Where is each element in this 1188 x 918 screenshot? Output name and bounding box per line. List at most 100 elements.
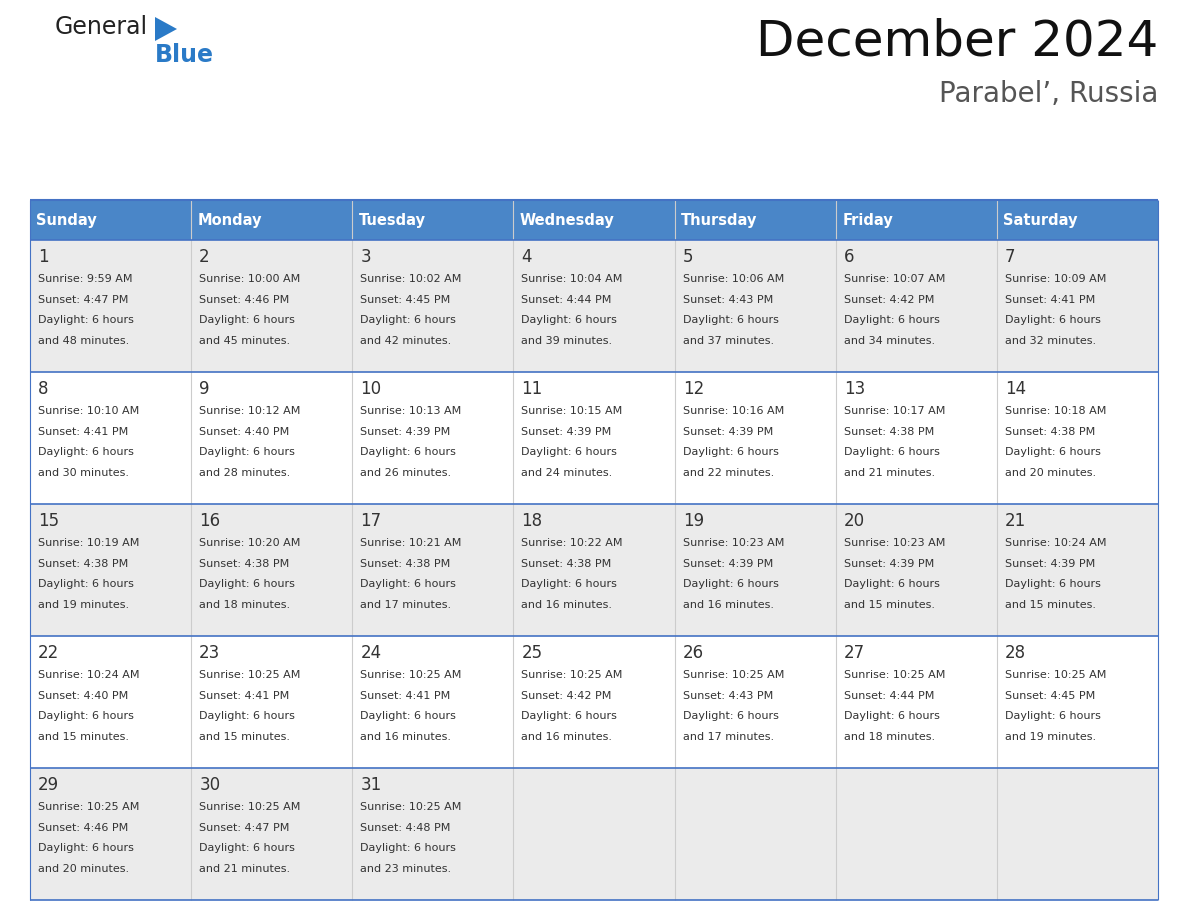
Bar xyxy=(513,636,675,768)
Text: 23: 23 xyxy=(200,644,221,662)
Text: Sunrise: 10:23 AM: Sunrise: 10:23 AM xyxy=(843,538,946,548)
Text: Sunset: 4:42 PM: Sunset: 4:42 PM xyxy=(843,295,934,305)
Text: 22: 22 xyxy=(38,644,59,662)
Text: Daylight: 6 hours: Daylight: 6 hours xyxy=(843,711,940,722)
Text: Daylight: 6 hours: Daylight: 6 hours xyxy=(360,711,456,722)
Text: and 48 minutes.: and 48 minutes. xyxy=(38,336,129,346)
Text: Daylight: 6 hours: Daylight: 6 hours xyxy=(200,711,295,722)
Text: 28: 28 xyxy=(1005,644,1026,662)
Bar xyxy=(675,240,835,372)
Text: Blue: Blue xyxy=(154,43,214,67)
Text: Thursday: Thursday xyxy=(681,212,758,228)
Text: 29: 29 xyxy=(38,776,59,794)
Text: 17: 17 xyxy=(360,512,381,530)
Text: and 16 minutes.: and 16 minutes. xyxy=(522,599,613,610)
Text: and 39 minutes.: and 39 minutes. xyxy=(522,336,613,346)
Text: 9: 9 xyxy=(200,380,210,397)
Text: Daylight: 6 hours: Daylight: 6 hours xyxy=(1005,711,1101,722)
Text: Sunday: Sunday xyxy=(37,212,97,228)
Text: Sunset: 4:41 PM: Sunset: 4:41 PM xyxy=(1005,295,1095,305)
Text: Sunrise: 10:06 AM: Sunrise: 10:06 AM xyxy=(683,274,784,285)
Text: Sunrise: 10:25 AM: Sunrise: 10:25 AM xyxy=(522,670,623,680)
Text: Sunset: 4:39 PM: Sunset: 4:39 PM xyxy=(683,427,773,437)
Text: Daylight: 6 hours: Daylight: 6 hours xyxy=(683,315,778,325)
Text: 18: 18 xyxy=(522,512,543,530)
Text: and 18 minutes.: and 18 minutes. xyxy=(843,732,935,742)
Bar xyxy=(997,372,1158,504)
Bar xyxy=(997,504,1158,636)
Text: 25: 25 xyxy=(522,644,543,662)
Text: Sunset: 4:40 PM: Sunset: 4:40 PM xyxy=(38,690,128,700)
Text: Daylight: 6 hours: Daylight: 6 hours xyxy=(683,711,778,722)
Bar xyxy=(30,200,191,240)
Text: Sunrise: 10:25 AM: Sunrise: 10:25 AM xyxy=(1005,670,1106,680)
Text: 8: 8 xyxy=(38,380,49,397)
Text: and 15 minutes.: and 15 minutes. xyxy=(843,599,935,610)
Text: Daylight: 6 hours: Daylight: 6 hours xyxy=(1005,447,1101,457)
Text: and 22 minutes.: and 22 minutes. xyxy=(683,467,773,477)
Text: Daylight: 6 hours: Daylight: 6 hours xyxy=(360,844,456,853)
Text: Daylight: 6 hours: Daylight: 6 hours xyxy=(522,579,618,589)
Text: and 21 minutes.: and 21 minutes. xyxy=(200,864,290,874)
Text: Sunset: 4:39 PM: Sunset: 4:39 PM xyxy=(683,559,773,569)
Text: Parabel’, Russia: Parabel’, Russia xyxy=(939,80,1158,108)
Text: Sunrise: 10:00 AM: Sunrise: 10:00 AM xyxy=(200,274,301,285)
Text: Sunset: 4:41 PM: Sunset: 4:41 PM xyxy=(38,427,128,437)
Text: 5: 5 xyxy=(683,248,693,266)
Bar xyxy=(353,240,513,372)
Text: Wednesday: Wednesday xyxy=(520,212,614,228)
Text: 21: 21 xyxy=(1005,512,1026,530)
Text: and 15 minutes.: and 15 minutes. xyxy=(1005,599,1095,610)
Bar xyxy=(30,240,191,372)
Text: Sunset: 4:45 PM: Sunset: 4:45 PM xyxy=(360,295,450,305)
Text: Sunrise: 10:23 AM: Sunrise: 10:23 AM xyxy=(683,538,784,548)
Text: and 23 minutes.: and 23 minutes. xyxy=(360,864,451,874)
Text: December 2024: December 2024 xyxy=(756,18,1158,66)
Bar xyxy=(30,768,191,900)
Text: Sunrise: 10:20 AM: Sunrise: 10:20 AM xyxy=(200,538,301,548)
Text: 24: 24 xyxy=(360,644,381,662)
Text: Daylight: 6 hours: Daylight: 6 hours xyxy=(843,579,940,589)
Text: Sunset: 4:44 PM: Sunset: 4:44 PM xyxy=(843,690,934,700)
Text: Daylight: 6 hours: Daylight: 6 hours xyxy=(522,447,618,457)
Text: Sunrise: 9:59 AM: Sunrise: 9:59 AM xyxy=(38,274,133,285)
Text: Sunrise: 10:16 AM: Sunrise: 10:16 AM xyxy=(683,407,784,417)
Text: Friday: Friday xyxy=(842,212,893,228)
Bar xyxy=(835,200,997,240)
Bar xyxy=(353,200,513,240)
Text: 2: 2 xyxy=(200,248,210,266)
Text: Sunset: 4:38 PM: Sunset: 4:38 PM xyxy=(522,559,612,569)
Text: Sunrise: 10:25 AM: Sunrise: 10:25 AM xyxy=(200,802,301,812)
Bar xyxy=(675,636,835,768)
Text: Sunset: 4:39 PM: Sunset: 4:39 PM xyxy=(843,559,934,569)
Text: Daylight: 6 hours: Daylight: 6 hours xyxy=(843,315,940,325)
Bar xyxy=(30,372,191,504)
Text: 10: 10 xyxy=(360,380,381,397)
Bar xyxy=(997,200,1158,240)
Text: 11: 11 xyxy=(522,380,543,397)
Text: 13: 13 xyxy=(843,380,865,397)
Text: Daylight: 6 hours: Daylight: 6 hours xyxy=(1005,579,1101,589)
Text: Daylight: 6 hours: Daylight: 6 hours xyxy=(200,315,295,325)
Text: 1: 1 xyxy=(38,248,49,266)
Text: Sunset: 4:43 PM: Sunset: 4:43 PM xyxy=(683,690,773,700)
Text: and 32 minutes.: and 32 minutes. xyxy=(1005,336,1097,346)
Bar xyxy=(835,504,997,636)
Bar xyxy=(675,372,835,504)
Text: 26: 26 xyxy=(683,644,703,662)
Text: and 34 minutes.: and 34 minutes. xyxy=(843,336,935,346)
Text: Sunset: 4:43 PM: Sunset: 4:43 PM xyxy=(683,295,773,305)
Text: Sunrise: 10:24 AM: Sunrise: 10:24 AM xyxy=(1005,538,1106,548)
Text: Monday: Monday xyxy=(197,212,263,228)
Text: and 15 minutes.: and 15 minutes. xyxy=(38,732,129,742)
Text: and 18 minutes.: and 18 minutes. xyxy=(200,599,290,610)
Bar xyxy=(30,504,191,636)
Bar xyxy=(997,636,1158,768)
Text: Sunrise: 10:25 AM: Sunrise: 10:25 AM xyxy=(360,670,462,680)
Bar xyxy=(191,200,353,240)
Text: and 19 minutes.: and 19 minutes. xyxy=(38,599,129,610)
Text: Sunset: 4:48 PM: Sunset: 4:48 PM xyxy=(360,823,450,833)
Bar xyxy=(997,768,1158,900)
Text: Daylight: 6 hours: Daylight: 6 hours xyxy=(38,447,134,457)
Text: Sunset: 4:47 PM: Sunset: 4:47 PM xyxy=(38,295,128,305)
